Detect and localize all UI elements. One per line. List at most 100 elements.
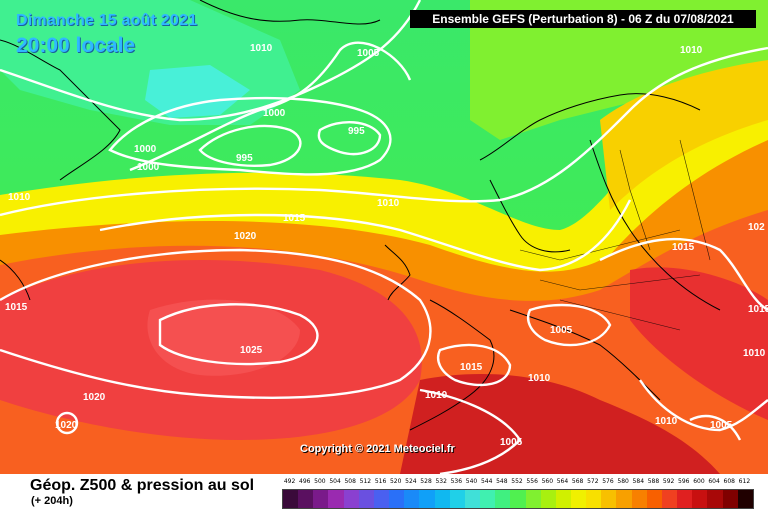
scale-swatch — [449, 490, 465, 508]
iberia-coast — [409, 299, 495, 431]
isobar-label: 1010 — [250, 43, 273, 54]
scale-label: 496 — [299, 478, 311, 485]
isobar-label: 1020 — [83, 392, 106, 403]
scale-label: 608 — [723, 478, 735, 485]
isobar-1005-north — [129, 41, 412, 172]
border-line-1 — [519, 229, 681, 261]
isobar-label: 1000 — [137, 162, 160, 173]
isobar-label: 1010 — [743, 348, 766, 359]
scale-label: 596 — [678, 478, 690, 485]
isobar-1020-small — [55, 411, 79, 435]
scale-label: 584 — [632, 478, 645, 485]
scale-label: 536 — [450, 478, 463, 485]
scale-swatch — [343, 490, 359, 508]
scale-label: 600 — [693, 478, 705, 485]
scale-swatch — [631, 490, 647, 508]
isobar-label: 1020 — [234, 231, 257, 242]
scale-swatch — [677, 490, 693, 508]
scale-label: 528 — [420, 478, 432, 485]
isobar-label: 995 — [236, 153, 253, 164]
scale-swatch — [646, 490, 662, 508]
norway-coast — [489, 179, 571, 253]
border-line-2 — [539, 274, 701, 291]
scandinavia-coast — [479, 93, 701, 161]
scale-swatch — [525, 490, 541, 508]
scale-swatch — [737, 490, 753, 508]
run-info-banner: Ensemble GEFS (Perturbation 8) - 06 Z du… — [410, 10, 756, 28]
scale-swatch — [661, 490, 678, 508]
isobar-1000 — [108, 96, 392, 176]
border-line-5 — [679, 139, 711, 261]
isobar-label: 1010 — [8, 192, 31, 203]
copyright-text: Copyright © 2021 Meteociel.fr — [300, 443, 455, 455]
borders — [519, 139, 711, 331]
scale-label: 504 — [329, 478, 341, 485]
scale-label: 516 — [374, 478, 387, 485]
scale-label: 588 — [647, 478, 660, 485]
scale-label: 564 — [556, 478, 569, 485]
isobar-1010-east — [639, 379, 768, 432]
forecast-time: 20:00 locale — [16, 34, 136, 57]
scale-swatch — [510, 490, 526, 508]
isobar-label: 1025 — [240, 345, 263, 356]
isobar-label: 102 — [748, 222, 765, 233]
scale-label: 500 — [314, 478, 326, 485]
scale-swatch — [358, 490, 374, 508]
scale-swatch — [328, 490, 344, 508]
scale-swatch — [419, 490, 435, 508]
scale-label: 556 — [526, 478, 538, 485]
scale-label: 548 — [496, 478, 508, 485]
field-lime-area — [470, 0, 768, 140]
scale-swatch — [555, 490, 571, 508]
isobar-995-east — [317, 121, 382, 156]
scale-swatch — [692, 490, 708, 508]
field-cyan-area — [145, 65, 250, 118]
scale-label: 508 — [344, 478, 356, 485]
scale-swatch — [616, 490, 632, 508]
scale-swatch — [586, 490, 602, 508]
scale-label: 540 — [465, 478, 478, 485]
isobar-label: 995 — [348, 126, 365, 137]
scale-swatch — [601, 490, 617, 508]
scale-swatch — [480, 490, 496, 508]
scale-label: 568 — [571, 478, 584, 485]
isobar-label: 1005 — [550, 325, 573, 336]
map-svg: 1010 1005 1010 1000 995 995 1000 1000 10… — [0, 0, 768, 474]
scale-swatch — [283, 490, 299, 508]
isobar-label: 1000 — [263, 108, 286, 119]
isobar-label: 1015 — [5, 302, 28, 313]
scale-label: 576 — [602, 478, 614, 485]
field-deep-red-area — [400, 374, 720, 474]
scale-swatch — [570, 490, 587, 508]
isobar-1005-central — [526, 303, 612, 347]
isobar-label: 1015 — [460, 362, 483, 373]
border-line-3 — [559, 299, 681, 331]
isobar-1020-loop — [0, 248, 432, 399]
coastlines — [0, 0, 721, 431]
field-yellow-area — [0, 80, 768, 279]
isobar-1025 — [158, 303, 319, 366]
legend-subtitle: (+ 204h) — [31, 495, 73, 507]
border-line-4 — [619, 149, 651, 251]
isobar-1015-band — [99, 199, 632, 272]
scale-label: 524 — [405, 478, 417, 485]
scale-swatch — [722, 490, 738, 508]
scale-swatch — [464, 490, 481, 508]
newfoundland-coast — [0, 259, 31, 301]
scale-label: 492 — [283, 478, 296, 485]
isobar-1005-east — [689, 414, 742, 441]
scale-label: 572 — [587, 478, 599, 485]
isobar-995-west — [198, 124, 302, 167]
isobar-lines — [0, 0, 768, 474]
weather-map: 1010 1005 1010 1000 995 995 1000 1000 10… — [0, 0, 768, 474]
legend-title: Géop. Z500 & pression au sol — [30, 477, 255, 494]
isobar-1010-south — [419, 388, 522, 474]
isobar-labels: 1010 1005 1010 1000 995 995 1000 1000 10… — [5, 43, 768, 448]
color-scale-labels: 492 496 500 504 508 512 516 520 524 528 532 536 540 5… — [282, 478, 757, 488]
isobar-label: 1010 — [425, 390, 448, 401]
scale-label: 544 — [480, 478, 493, 485]
color-scale-bar — [282, 489, 754, 509]
scale-swatch — [540, 490, 556, 508]
scale-label: 512 — [359, 478, 372, 485]
isobar-1015-south — [436, 343, 512, 387]
